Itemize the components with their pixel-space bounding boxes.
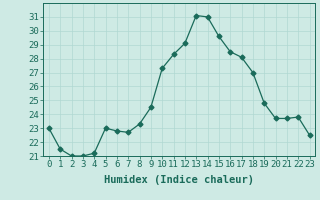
X-axis label: Humidex (Indice chaleur): Humidex (Indice chaleur) (104, 175, 254, 185)
